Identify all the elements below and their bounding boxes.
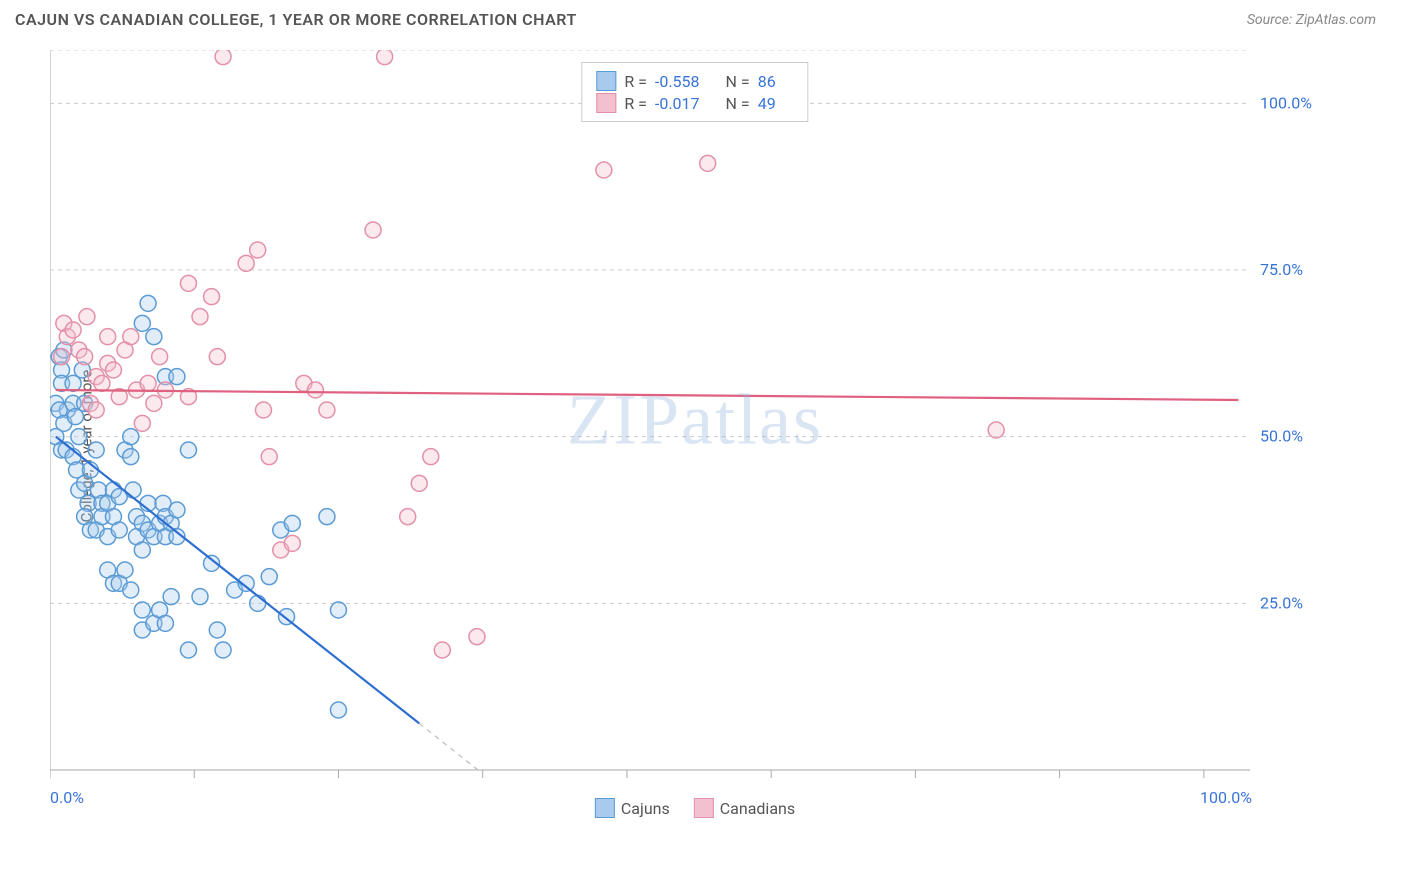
svg-text:25.0%: 25.0% bbox=[1260, 593, 1303, 612]
header-bar: CAJUN VS CANADIAN COLLEGE, 1 YEAR OR MOR… bbox=[0, 0, 1406, 39]
legend-label-cajuns: Cajuns bbox=[621, 799, 670, 818]
correlation-legend: R = -0.558 N = 86 R = -0.017 N = 49 bbox=[581, 62, 808, 122]
svg-text:50.0%: 50.0% bbox=[1260, 427, 1303, 446]
n-value-cajuns: 86 bbox=[758, 72, 776, 91]
swatch-canadians bbox=[694, 798, 714, 818]
r-label: R = bbox=[624, 94, 647, 113]
legend-row-cajuns: R = -0.558 N = 86 bbox=[596, 71, 793, 91]
source-attribution: Source: ZipAtlas.com bbox=[1247, 12, 1376, 28]
legend-row-canadians: R = -0.017 N = 49 bbox=[596, 93, 793, 113]
n-label: N = bbox=[726, 72, 750, 91]
svg-text:75.0%: 75.0% bbox=[1260, 260, 1303, 279]
legend-item-cajuns: Cajuns bbox=[595, 798, 670, 818]
n-value-canadians: 49 bbox=[758, 94, 776, 113]
x-axis-max-label: 100.0% bbox=[1200, 788, 1252, 807]
series-legend: Cajuns Canadians bbox=[595, 798, 795, 818]
legend-label-canadians: Canadians bbox=[720, 799, 795, 818]
x-axis-min-label: 0.0% bbox=[50, 788, 84, 807]
legend-item-canadians: Canadians bbox=[694, 798, 795, 818]
scatter-plot: 25.0% 50.0% 75.0% 100.0% bbox=[50, 50, 1340, 820]
r-value-cajuns: -0.558 bbox=[655, 72, 700, 91]
n-label: N = bbox=[726, 94, 750, 113]
r-value-canadians: -0.017 bbox=[655, 94, 700, 113]
chart-area: 25.0%50.0%75.0%100.0% ZIPatlas R = -0.55… bbox=[50, 50, 1340, 820]
chart-title: CAJUN VS CANADIAN COLLEGE, 1 YEAR OR MOR… bbox=[15, 10, 577, 29]
swatch-cajuns bbox=[595, 798, 615, 818]
svg-text:100.0%: 100.0% bbox=[1260, 93, 1312, 112]
swatch-canadians bbox=[596, 93, 616, 113]
r-label: R = bbox=[624, 72, 647, 91]
swatch-cajuns bbox=[596, 71, 616, 91]
